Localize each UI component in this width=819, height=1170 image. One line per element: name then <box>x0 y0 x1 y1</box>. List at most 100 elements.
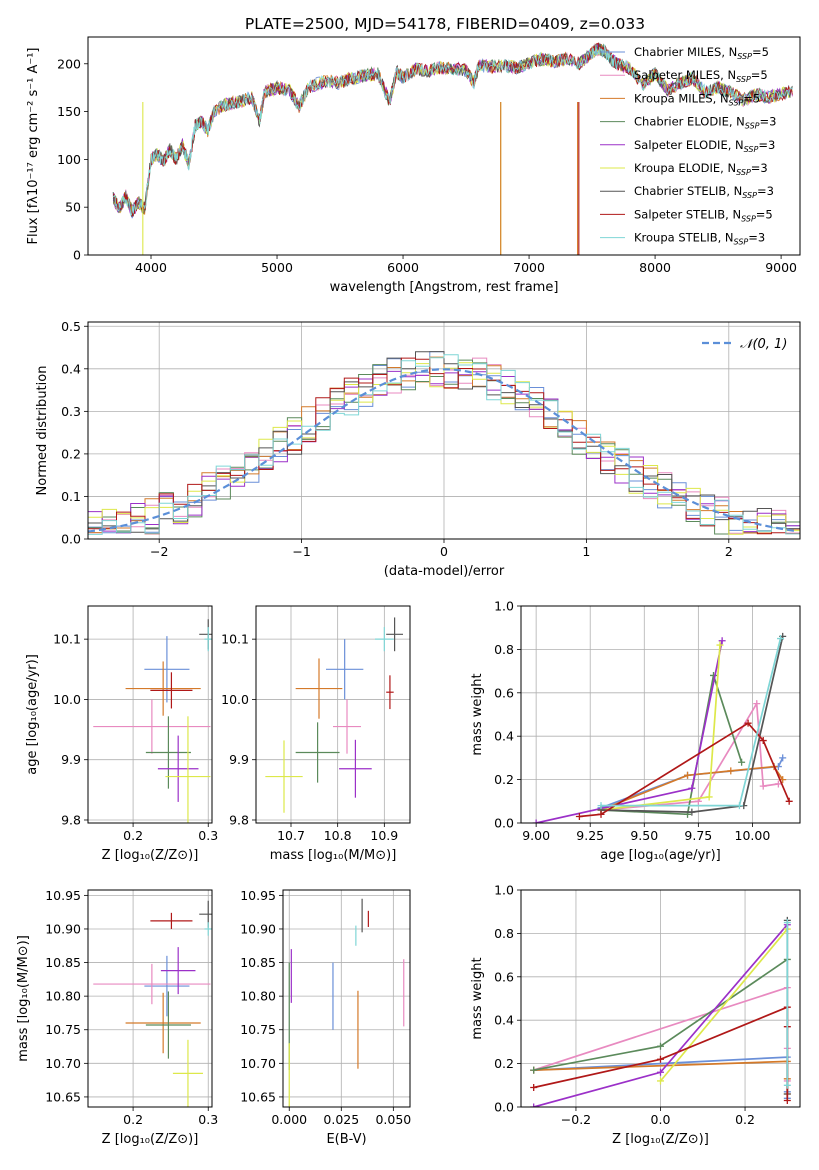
y-tick-label: 200 <box>57 56 81 71</box>
y-tick-label: 0.5 <box>61 319 81 334</box>
y-tick-label: 1.0 <box>494 883 514 898</box>
x-tick-label: 0.025 <box>323 1112 359 1127</box>
x-axis-label: E(B-V) <box>326 1132 366 1147</box>
y-tick-label: 0.4 <box>494 729 514 744</box>
weight-line <box>659 928 788 1082</box>
y-tick-label: 0.0 <box>61 532 81 547</box>
y-tick-label: 10.90 <box>45 921 81 936</box>
axes-frame <box>87 36 801 256</box>
weight-marker <box>779 754 787 762</box>
x-axis-label: Z [log₁₀(Z/Z⊙)] <box>612 1132 709 1147</box>
y-tick-label: 100 <box>57 152 81 167</box>
weight-marker <box>753 700 761 708</box>
y-tick-label: 0.4 <box>494 1013 514 1028</box>
x-axis-label: (data-model)/error <box>384 564 505 579</box>
legend-entry: Chabrier ELODIE, NSSP=3 <box>634 115 776 131</box>
y-tick-label: 0.2 <box>494 772 514 787</box>
weight-marker <box>597 802 605 810</box>
y-tick-label: 150 <box>57 104 81 119</box>
x-tick-label: 0 <box>440 544 448 559</box>
y-tick-label: 0.2 <box>494 1056 514 1071</box>
x-tick-label: 4000 <box>135 260 167 275</box>
weight-line <box>600 636 784 813</box>
x-tick-label: 9.25 <box>576 828 604 843</box>
weight-marker <box>657 1077 664 1085</box>
y-tick-label: 1.0 <box>494 599 514 614</box>
weight-marker <box>744 719 752 727</box>
plot-area <box>88 351 800 535</box>
y-tick-label: 10.1 <box>53 632 81 647</box>
chart-weight_vs_Z: −0.2 0.0 0.2 0.0 0.2 0.4 0.6 0.8 1.0 Z [log₁₀(Z/Z… <box>470 883 801 1147</box>
plot-area <box>532 632 793 823</box>
chart-age_vs_Z: 0.2 0.3 9.8 9.9 10.0 10.1 Z [log₁₀(Z/Z⊙)] age [… <box>25 605 218 863</box>
y-tick-label: 10.1 <box>221 632 249 647</box>
chart-mass_vs_EBV: 0.000 0.025 0.050 10.65 10.70 10.75 10.80 10.85… <box>240 888 411 1147</box>
y-tick-label: 0.4 <box>61 361 81 376</box>
legend-entry: 𝒩(0, 1) <box>740 337 787 352</box>
y-tick-label: 10.80 <box>240 989 276 1004</box>
y-tick-label: 10.70 <box>240 1056 276 1071</box>
y-tick-label: 10.70 <box>45 1056 81 1071</box>
y-tick-label: 0.6 <box>494 685 514 700</box>
y-tick-label: 9.8 <box>229 812 249 827</box>
x-tick-label: 9.50 <box>630 828 658 843</box>
y-tick-label: 9.8 <box>61 812 81 827</box>
axes-frame <box>87 605 213 824</box>
axes-frame <box>255 605 411 824</box>
y-tick-label: 9.9 <box>61 752 81 767</box>
axes-frame <box>282 889 411 1108</box>
weight-marker <box>597 810 605 818</box>
y-tick-label: 10.95 <box>240 888 276 903</box>
plot-area <box>93 619 212 823</box>
x-tick-label: 9000 <box>765 260 797 275</box>
weight-marker <box>759 782 767 790</box>
weight-marker <box>774 780 782 788</box>
x-axis-label: Z [log₁₀(Z/Z⊙)] <box>102 1132 199 1147</box>
y-tick-label: 10.75 <box>240 1022 276 1037</box>
x-tick-label: 10.8 <box>324 828 352 843</box>
chart-residuals: −2 −1 0 1 2 0.0 0.1 0.2 0.3 0.4 0.5 (data-model)/er… <box>35 319 801 579</box>
y-axis-label: age [log₁₀(age/yr)] <box>25 654 40 775</box>
legend-entry: Kroupa STELIB, NSSP=3 <box>634 231 765 247</box>
x-tick-label: 0.3 <box>198 828 218 843</box>
weight-marker <box>530 1103 538 1107</box>
y-tick-label: 10.65 <box>45 1089 81 1104</box>
weight-marker <box>530 1083 538 1091</box>
y-tick-label: 10.0 <box>221 692 249 707</box>
legend-entry: Kroupa ELODIE, NSSP=3 <box>634 161 768 177</box>
x-tick-label: 0.2 <box>123 1112 143 1127</box>
weight-marker <box>759 737 767 745</box>
y-tick-label: 0.0 <box>494 1100 514 1115</box>
x-tick-label: 0.000 <box>271 1112 307 1127</box>
y-tick-label: 10.85 <box>45 955 81 970</box>
legend-entry: Salpeter MILES, NSSP=5 <box>634 68 768 84</box>
y-tick-label: 10.80 <box>45 989 81 1004</box>
legend: Chabrier MILES, NSSP=5 Salpeter MILES, NS… <box>600 45 776 247</box>
y-tick-label: 0.0 <box>494 816 514 831</box>
x-axis-label: Z [log₁₀(Z/Z⊙)] <box>102 848 199 863</box>
x-tick-label: 10.7 <box>277 828 305 843</box>
weight-marker <box>575 812 583 820</box>
plot-area <box>265 617 403 813</box>
weight-marker <box>738 758 746 766</box>
weight-marker <box>657 1055 664 1063</box>
spectrum-line <box>113 44 793 216</box>
histogram-step <box>88 357 800 535</box>
plot-area <box>112 42 793 255</box>
x-axis-label: age [log₁₀(age/yr)] <box>600 848 721 863</box>
y-tick-label: 10.65 <box>240 1089 276 1104</box>
chart-age_vs_mass: 10.7 10.8 10.9 9.8 9.9 10.0 10.1 mass [log₁₀(M/… <box>221 605 411 863</box>
weight-line <box>535 640 723 823</box>
x-axis-label: mass [log₁₀(M/M⊙)] <box>270 848 397 863</box>
x-tick-label: 10.9 <box>370 828 398 843</box>
y-axis-label: mass weight <box>470 673 485 755</box>
y-tick-label: 10.0 <box>53 692 81 707</box>
legend-entry: Salpeter STELIB, NSSP=5 <box>634 207 773 223</box>
weight-marker <box>684 771 692 779</box>
x-tick-label: 0.3 <box>198 1112 218 1127</box>
x-tick-label: 1 <box>582 544 590 559</box>
y-tick-label: 0.2 <box>61 446 81 461</box>
legend-entry: Chabrier MILES, NSSP=5 <box>634 45 769 61</box>
legend-entry: Chabrier STELIB, NSSP=3 <box>634 184 774 200</box>
